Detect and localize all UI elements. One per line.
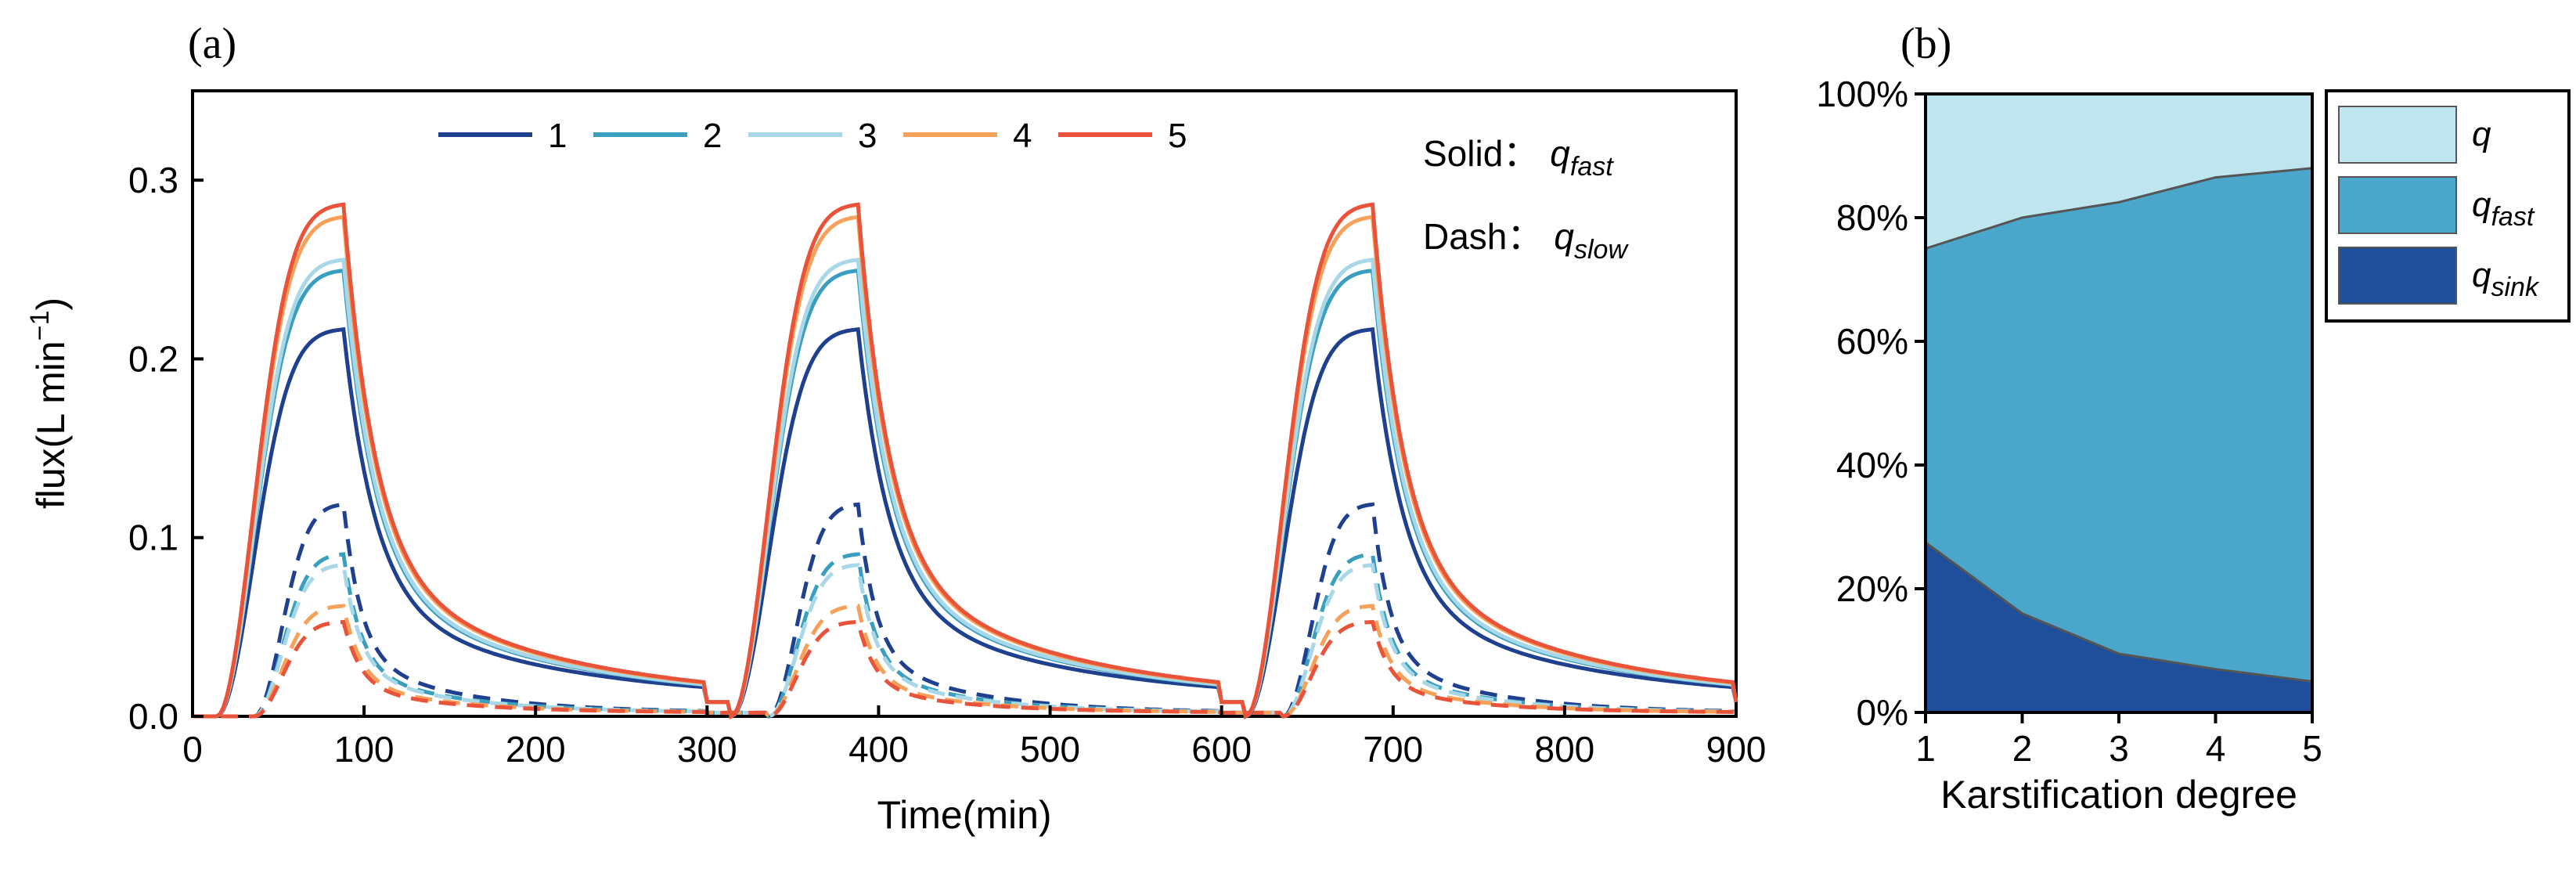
- legend-label-a-1: 1: [548, 117, 567, 155]
- q-fast-line-series-3: [193, 258, 1738, 719]
- y-tick-label-b: 40%: [1836, 445, 1908, 485]
- legend-label-a-4: 4: [1013, 117, 1032, 155]
- x-axis-label-b: Karstification degree: [1940, 773, 2297, 817]
- legend-label-a-5: 5: [1168, 117, 1187, 155]
- legend-label-b-0: q: [2472, 115, 2491, 153]
- q-slow-line-series-1: [193, 502, 1738, 719]
- solid-note-prefix: Solid：: [1423, 133, 1539, 174]
- y-tick-label-b: 100%: [1816, 74, 1908, 114]
- y-axis-label-sup: −1: [25, 311, 55, 341]
- x-tick-label-a: 700: [1363, 729, 1423, 770]
- x-axis-ticks-a: 0 100 200 300 400 500 600 700 800 900: [182, 705, 1766, 770]
- x-tick-label-a: 0: [182, 729, 203, 770]
- q-slow-line-series-3: [193, 562, 1737, 719]
- legend-swatch-b-1: [2338, 176, 2457, 234]
- stacked-area-chart: 1 2 3 4 5 0% 20% 40% 60% 80% 100% Karstification …: [1816, 74, 2571, 817]
- flux-curves: [193, 202, 1738, 720]
- legend-q-2: q: [2472, 256, 2491, 294]
- x-tick-label-a: 100: [334, 729, 395, 770]
- x-tick-label-b: 4: [2206, 728, 2226, 769]
- legend-swatch-b-2: [2338, 247, 2457, 305]
- panel-a-label: (a): [188, 20, 236, 68]
- x-tick-label-a: 600: [1191, 729, 1252, 770]
- y-tick-label-a: 0.2: [128, 338, 178, 379]
- y-tick-label-b: 80%: [1836, 197, 1908, 238]
- y-axis-ticks-b: 0% 20% 40% 60% 80% 100%: [1816, 74, 1926, 733]
- y-axis-label-close: ): [29, 297, 73, 311]
- y-axis-label-a: flux(L min−1): [25, 297, 73, 509]
- y-axis-label-main: flux(L min: [29, 341, 73, 509]
- x-axis-ticks-b: 1 2 3 4 5: [1915, 712, 2322, 769]
- legend-swatch-b-0: [2338, 106, 2457, 164]
- q-fast-line-series-5: [193, 202, 1738, 720]
- y-tick-label-b: 60%: [1836, 321, 1908, 362]
- x-tick-label-b: 2: [2012, 728, 2033, 769]
- stacked-areas: [1924, 92, 2314, 714]
- q-slow-line-series-5: [193, 619, 1737, 719]
- y-tick-label-a: 0.0: [128, 696, 178, 737]
- solid-note-sub: fast: [1570, 152, 1614, 182]
- x-tick-label-a: 500: [1020, 729, 1080, 770]
- x-tick-label-a: 400: [848, 729, 909, 770]
- legend-q-1: q: [2472, 186, 2491, 224]
- solid-note-q: q: [1550, 133, 1570, 174]
- dash-note-q: q: [1554, 216, 1574, 257]
- x-axis-label-a: Time(min): [877, 793, 1051, 837]
- dash-note-sub: slow: [1574, 235, 1629, 265]
- legend-label-a-3: 3: [858, 117, 877, 155]
- y-tick-label-a: 0.1: [128, 517, 178, 558]
- x-tick-label-b: 3: [2109, 728, 2129, 769]
- legend-sub-2: sink: [2491, 272, 2539, 302]
- y-tick-label-b: 20%: [1836, 568, 1908, 609]
- legend-label-b-2: qsink: [2472, 256, 2540, 302]
- flux-line-chart: 0 100 200 300 400 500 600 700 800 900 0.00.10.20.…: [25, 89, 1766, 837]
- q-fast-line-series-1: [193, 326, 1738, 719]
- x-tick-label-a: 200: [506, 729, 566, 770]
- panel-b-label: (b): [1900, 20, 1951, 68]
- dash-note: Dash： qslow: [1423, 216, 1629, 265]
- legend-label-b-1: qfast: [2472, 186, 2535, 232]
- x-tick-label-a: 300: [677, 729, 737, 770]
- x-tick-label-b: 5: [2302, 728, 2322, 769]
- legend-label-a-2: 2: [703, 117, 722, 155]
- legend-a: 1 2 3 4 5: [438, 117, 1187, 155]
- legend-q-0: q: [2472, 115, 2491, 153]
- x-tick-label-a: 800: [1535, 729, 1595, 770]
- legend-sub-1: fast: [2491, 202, 2535, 232]
- dash-note-prefix: Dash：: [1423, 216, 1543, 257]
- y-tick-label-a: 0.3: [128, 160, 178, 200]
- x-tick-label-a: 900: [1706, 729, 1767, 770]
- y-axis-ticks-a: 0.0 0.1 0.2 0.3: [128, 160, 204, 737]
- solid-note: Solid： qfast: [1423, 133, 1614, 182]
- x-tick-label-b: 1: [1915, 728, 1936, 769]
- y-tick-label-b: 0%: [1857, 692, 1908, 733]
